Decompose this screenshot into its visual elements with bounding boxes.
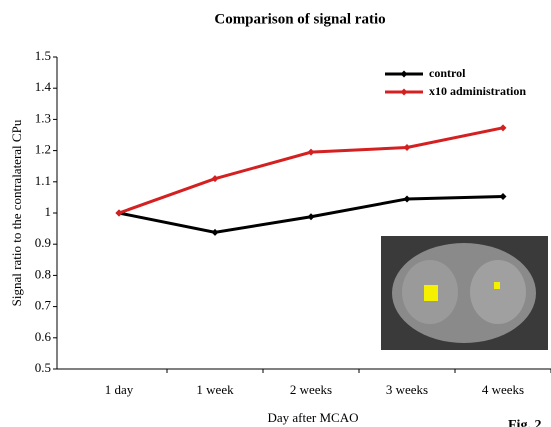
inset-roi: [494, 282, 500, 289]
data-point: [308, 149, 315, 156]
data-point: [500, 124, 507, 131]
x-tick-label: 1 week: [196, 382, 234, 397]
x-tick-label: 1 day: [105, 382, 134, 397]
figure-label: Fig. 2: [508, 418, 541, 427]
chart: Comparison of signal ratio Day after MCA…: [0, 0, 551, 427]
x-tick-label: 3 weeks: [386, 382, 428, 397]
y-tick-label: 0.6: [35, 329, 52, 344]
inset-hemisphere: [470, 260, 526, 324]
y-tick-label: 0.5: [35, 360, 51, 375]
data-point: [404, 144, 411, 151]
y-tick-label: 1.4: [35, 79, 52, 94]
x-axis-label: Day after MCAO: [268, 410, 359, 425]
series-line: [119, 128, 503, 213]
data-point: [308, 213, 315, 220]
data-point: [404, 195, 411, 202]
legend-label: x10 administration: [429, 84, 526, 98]
y-tick-label: 1.5: [35, 48, 51, 63]
y-tick-label: 0.8: [35, 266, 51, 281]
y-tick-label: 1: [45, 204, 52, 219]
x-tick-label: 4 weeks: [482, 382, 524, 397]
data-point: [500, 193, 507, 200]
y-tick-label: 1.1: [35, 173, 51, 188]
data-point: [212, 229, 219, 236]
legend-marker: [401, 89, 408, 96]
inset-image: [381, 236, 548, 350]
y-tick-label: 1.2: [35, 142, 51, 157]
legend-marker: [401, 71, 408, 78]
legend-label: control: [429, 66, 466, 80]
y-tick-label: 1.3: [35, 110, 51, 125]
x-tick-label: 2 weeks: [290, 382, 332, 397]
y-axis-label: Signal ratio to the contralateral CPu: [9, 119, 24, 306]
inset-roi: [424, 285, 438, 301]
y-tick-label: 0.9: [35, 235, 51, 250]
y-tick-label: 0.7: [35, 298, 52, 313]
chart-title: Comparison of signal ratio: [214, 11, 385, 27]
